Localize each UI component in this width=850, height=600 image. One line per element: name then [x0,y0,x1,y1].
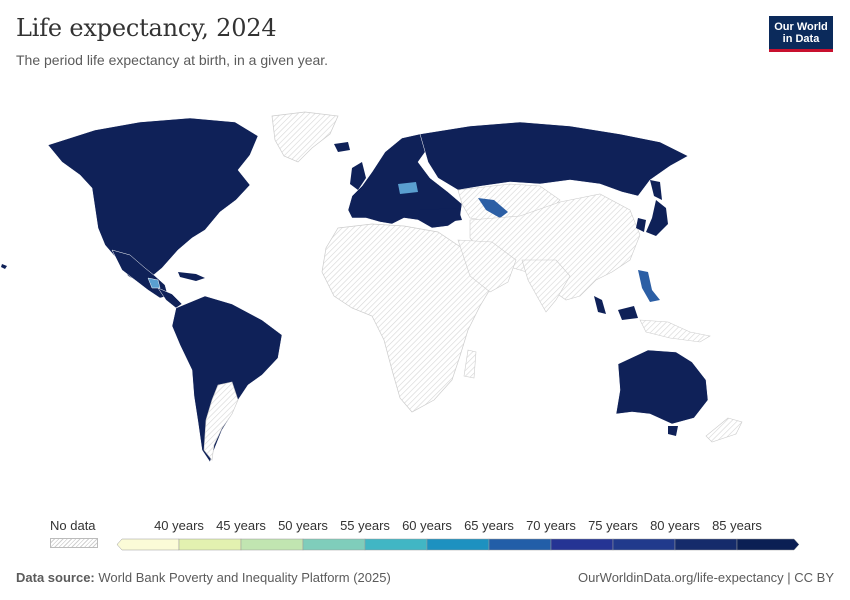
legend-tick-85: 85 years [712,518,762,533]
region-philippines[interactable] [638,270,660,302]
legend-bin-10[interactable] [736,538,800,551]
region-russia[interactable] [419,121,689,197]
legend-tick-50: 50 years [278,518,328,533]
region-tasmania[interactable] [668,426,678,436]
legend-bin-1[interactable] [178,538,242,551]
legend-tick-80: 80 years [650,518,700,533]
legend-tick-40: 40 years [154,518,204,533]
logo-line-2: in Data [782,33,820,45]
legend-bin-0[interactable] [116,538,180,551]
region-ukraine-mid[interactable] [398,182,418,194]
color-legend: 40 years 45 years 50 years 55 years 60 y… [116,515,806,555]
region-south-america[interactable] [171,295,283,463]
data-source-value[interactable]: World Bank Poverty and Inequality Platfo… [98,570,391,585]
region-australia[interactable] [615,349,709,425]
legend-bin-2[interactable] [240,538,304,551]
region-paraguay-no-data[interactable] [203,381,239,461]
data-source-label: Data source: [16,570,95,585]
legend-bin-4[interactable] [364,538,428,551]
footer-link[interactable]: OurWorldinData.org/life-expectancy | CC … [577,570,834,585]
legend-bin-6[interactable] [488,538,552,551]
owid-logo[interactable]: Our World in Data [769,16,833,52]
legend-tick-65: 65 years [464,518,514,533]
legend-tick-75: 75 years [588,518,638,533]
region-indonesia-no-data[interactable] [639,319,711,343]
region-europe[interactable] [347,133,463,229]
region-borneo[interactable] [618,306,638,320]
legend-bin-9[interactable] [674,538,738,551]
legend-bins [116,538,800,551]
region-central-america-light[interactable] [147,277,161,289]
legend-bin-5[interactable] [426,538,490,551]
legend-tick-45: 45 years [216,518,266,533]
legend-tick-70: 70 years [526,518,576,533]
legend-tick-60: 60 years [402,518,452,533]
region-greenland[interactable] [271,111,339,163]
logo-line-1: Our World [774,21,828,33]
region-uzbekistan[interactable] [478,198,508,218]
world-map[interactable] [0,100,850,505]
legend-bin-8[interactable] [612,538,676,551]
region-uk[interactable] [350,162,366,190]
no-data-label: No data [50,518,96,533]
region-alaska-island[interactable] [1,264,7,269]
region-korea[interactable] [636,218,646,232]
region-sakhalin[interactable] [650,180,662,200]
region-africa[interactable] [321,223,493,413]
legend-bin-7[interactable] [550,538,614,551]
region-turkey[interactable] [418,208,462,224]
region-india[interactable] [521,259,571,313]
legend-bin-3[interactable] [302,538,366,551]
region-new-zealand-no-data[interactable] [705,417,743,443]
legend-tick-55: 55 years [340,518,390,533]
region-north-america[interactable] [47,117,259,284]
chart-subtitle: The period life expectancy at birth, in … [16,52,329,68]
region-japan[interactable] [646,200,668,236]
no-data-swatch [50,538,98,548]
region-caribbean[interactable] [178,272,205,281]
region-madagascar[interactable] [463,349,477,379]
region-indochina[interactable] [594,296,606,314]
region-central-america[interactable] [157,287,183,309]
chart-title: Life expectancy, 2024 [16,14,277,42]
region-iceland[interactable] [334,142,350,152]
region-arabia[interactable] [457,239,517,293]
data-source: Data source: World Bank Poverty and Ineq… [16,570,391,585]
